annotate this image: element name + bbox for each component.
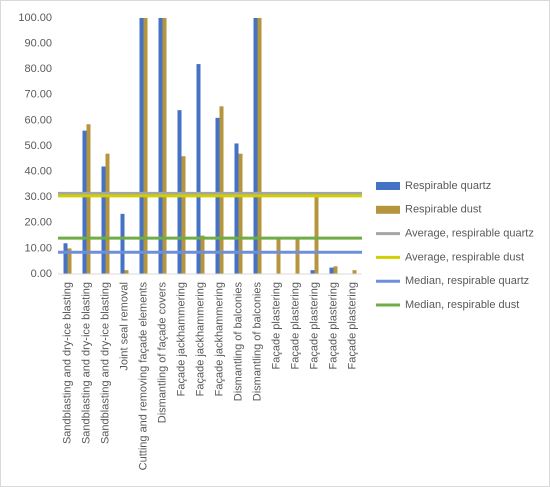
bar [181, 156, 186, 274]
bar [124, 270, 129, 274]
bar [67, 248, 72, 274]
bar [310, 270, 315, 274]
legend-swatch [376, 205, 400, 214]
y-tick-label: 20.00 [24, 217, 52, 229]
bar [295, 238, 300, 274]
bar [139, 18, 144, 274]
legend-label: Median, respirable quartz [405, 275, 529, 287]
bar [329, 267, 334, 274]
x-tick-label: Sandblasting and dry-ice blasting [61, 282, 73, 444]
y-tick-label: 50.00 [24, 140, 52, 152]
bar [238, 153, 243, 274]
y-tick-label: 80.00 [24, 63, 52, 75]
bar [257, 18, 262, 274]
bar [196, 64, 201, 274]
x-tick-label: Sandblasting and dry-ice blasting [80, 282, 92, 444]
legend-label: Average, respirable quartz [405, 228, 534, 240]
y-tick-label: 70.00 [24, 89, 52, 101]
x-tick-label: Façade plastering [327, 282, 339, 369]
bar [86, 124, 91, 274]
x-tick-label: Façade plastering [308, 282, 320, 369]
legend-swatch [376, 182, 400, 190]
x-tick-label: Dismantling of balconies [251, 282, 263, 402]
x-tick-label: Sandblasting and dry-ice blasting [99, 282, 111, 444]
y-tick-label: 40.00 [24, 166, 52, 178]
y-tick-label: 0.00 [31, 268, 52, 280]
y-tick-label: 30.00 [24, 191, 52, 203]
x-tick-label: Façade plastering [289, 282, 301, 369]
bar [162, 18, 167, 274]
bar [333, 266, 338, 274]
x-tick-label: Façade jackhammering [175, 282, 187, 396]
bar [158, 18, 163, 274]
x-tick-label: Façade plastering [346, 282, 358, 369]
bar [352, 270, 357, 274]
x-tick-label: Façade jackhammering [194, 282, 206, 396]
bar [276, 238, 281, 274]
legend-label: Respirable dust [405, 204, 481, 216]
y-tick-label: 90.00 [24, 38, 52, 50]
bar [101, 166, 106, 274]
bar [143, 18, 148, 274]
bar [82, 130, 87, 274]
bar [200, 235, 205, 274]
y-tick-label: 100.00 [18, 12, 52, 24]
x-tick-label: Cutting and removing façade elements [137, 282, 149, 471]
x-tick-label: Dismantling of façade covers [156, 282, 168, 424]
x-tick-label: Dismantling of balconies [232, 282, 244, 402]
bar [219, 106, 224, 274]
bar [63, 243, 68, 274]
y-tick-label: 10.00 [24, 242, 52, 254]
legend-label: Median, respirable dust [405, 299, 519, 311]
bar [120, 213, 125, 274]
legend-label: Respirable quartz [405, 180, 491, 192]
x-tick-label: Joint seal removal [118, 282, 130, 371]
y-tick-label: 60.00 [24, 114, 52, 126]
x-tick-label: Façade jackhammering [213, 282, 225, 396]
bar [234, 143, 239, 274]
bar [314, 197, 319, 274]
legend-label: Average, respirable dust [405, 251, 524, 263]
bar [253, 18, 258, 274]
x-tick-label: Façade plastering [270, 282, 282, 369]
bar [105, 153, 110, 274]
